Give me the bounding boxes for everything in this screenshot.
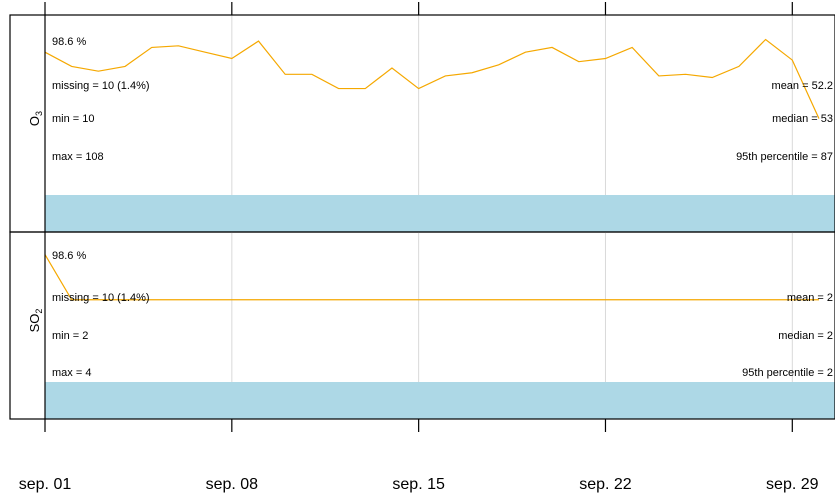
x-tick-label: sep. 15 [392,476,445,493]
stat-left: min = 2 [52,330,88,342]
stat-left: missing = 10 (1.4%) [52,292,150,304]
stat-right: 95th percentile = 87 [736,151,833,163]
capture-label: 98.6 % [52,250,86,262]
stat-right: mean = 52.2 [772,80,833,92]
stat-left: min = 10 [52,113,95,125]
panel-label-main: O [27,116,42,126]
stat-right: mean = 2 [787,292,833,304]
panel-label-sub: 3 [34,111,44,116]
stat-right: 95th percentile = 2 [742,367,833,379]
series-line [44,254,819,301]
panel-frame [9,231,835,420]
stat-right: median = 2 [778,330,833,342]
data-capture-band [45,195,835,232]
x-tick-label: sep. 01 [19,476,72,493]
panel-label-sub: 2 [34,309,44,314]
panel-label-main: SO [27,314,42,333]
stat-left: max = 108 [52,151,104,163]
panel-label: O3 [27,111,44,126]
panel-label: SO2 [27,309,44,333]
x-tick-label: sep. 29 [766,476,819,493]
series-line [44,38,820,119]
x-tick-label: sep. 22 [579,476,632,493]
data-capture-band [45,382,835,419]
stat-left: max = 4 [52,367,91,379]
x-tick-label: sep. 08 [206,476,259,493]
stat-right: median = 53 [772,113,833,125]
capture-label: 98.6 % [52,36,86,48]
stat-left: missing = 10 (1.4%) [52,80,150,92]
